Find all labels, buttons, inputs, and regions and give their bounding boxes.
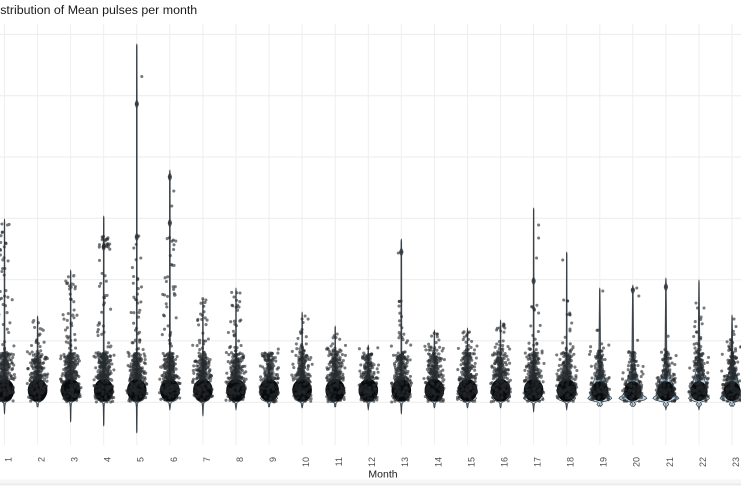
svg-text:Month: Month [368,469,397,481]
svg-text:22: 22 [698,457,708,467]
svg-text:6: 6 [169,457,179,462]
svg-text:16: 16 [499,457,509,467]
svg-text:2: 2 [37,457,47,462]
svg-text:7: 7 [202,457,212,462]
svg-text:8: 8 [235,457,245,462]
svg-text:21: 21 [665,457,675,467]
svg-text:17: 17 [533,457,543,467]
svg-text:15: 15 [466,457,476,467]
svg-text:14: 14 [433,457,443,467]
svg-text:10: 10 [301,457,311,467]
svg-text:19: 19 [599,457,609,467]
svg-text:Distribution of Mean pulses pe: Distribution of Mean pulses per month [0,3,197,17]
svg-text:9: 9 [268,457,278,462]
svg-text:13: 13 [400,457,410,467]
svg-text:12: 12 [367,457,377,467]
svg-text:20: 20 [632,457,642,467]
svg-text:5: 5 [136,457,146,462]
svg-text:3: 3 [70,457,80,462]
svg-text:11: 11 [334,457,344,466]
svg-text:4: 4 [103,457,113,462]
svg-text:18: 18 [566,457,576,467]
svg-text:1: 1 [3,457,13,462]
svg-text:23: 23 [731,457,741,467]
